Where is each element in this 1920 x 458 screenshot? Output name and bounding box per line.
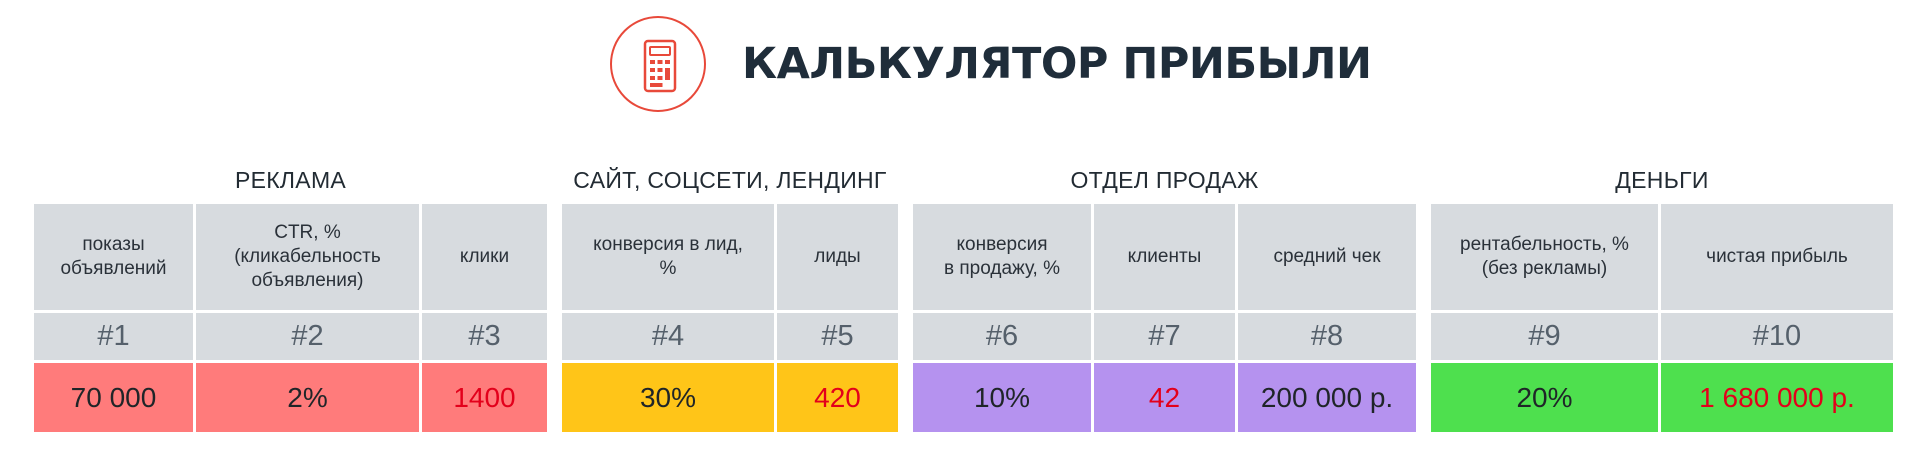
group-title: САЙТ, СОЦСЕТИ, ЛЕНДИНГ	[573, 167, 887, 193]
column-label: CTR, % (кликабельность объявления)	[196, 204, 419, 310]
column-label: конверсия в продажу, %	[913, 204, 1091, 310]
column-net-profit: чистая прибыль #10 1 680 000 р.	[1661, 204, 1893, 432]
column-number: #9	[1431, 313, 1658, 360]
column-number: #3	[422, 313, 547, 360]
page-title: КАЛЬКУЛЯТОР ПРИБЫЛИ	[742, 39, 1372, 89]
column-number: #10	[1661, 313, 1893, 360]
column-lead-conversion: конверсия в лид, % #4 30%	[562, 204, 774, 432]
column-sales-conversion: конверсия в продажу, % #6 10%	[913, 204, 1091, 432]
column-number: #4	[562, 313, 774, 360]
column-label: чистая прибыль	[1661, 204, 1893, 310]
column-label: средний чек	[1238, 204, 1416, 310]
value-cell[interactable]: 30%	[562, 363, 774, 432]
value-cell[interactable]: 200 000 р.	[1238, 363, 1416, 432]
column-number: #8	[1238, 313, 1416, 360]
value-cell[interactable]: 10%	[913, 363, 1091, 432]
column-label: конверсия в лид, %	[562, 204, 774, 310]
value-cell[interactable]: 1400	[422, 363, 547, 432]
column-label: рентабельность, % (без рекламы)	[1431, 204, 1658, 310]
value-cell[interactable]: 1 680 000 р.	[1661, 363, 1893, 432]
column-clicks: клики #3 1400	[422, 204, 547, 432]
group-title: РЕКЛАМА	[234, 167, 347, 193]
calculator-icon	[610, 16, 706, 112]
column-number: #1	[34, 313, 193, 360]
group-title: ОТДЕЛ ПРОДАЖ	[1070, 167, 1259, 193]
column-number: #7	[1094, 313, 1235, 360]
column-number: #2	[196, 313, 419, 360]
column-label: показы объявлений	[34, 204, 193, 310]
column-ctr: CTR, % (кликабельность объявления) #2 2%	[196, 204, 419, 432]
column-average-check: средний чек #8 200 000 р.	[1238, 204, 1416, 432]
group-title: ДЕНЬГИ	[1615, 167, 1709, 193]
column-label: лиды	[777, 204, 898, 310]
column-label: клиенты	[1094, 204, 1235, 310]
column-number: #5	[777, 313, 898, 360]
column-impressions: показы объявлений #1 70 000	[34, 204, 193, 432]
value-cell[interactable]: 70 000	[34, 363, 193, 432]
value-cell[interactable]: 42	[1094, 363, 1235, 432]
column-label: клики	[422, 204, 547, 310]
column-leads: лиды #5 420	[777, 204, 898, 432]
column-clients: клиенты #7 42	[1094, 204, 1235, 432]
value-cell[interactable]: 420	[777, 363, 898, 432]
column-profitability: рентабельность, % (без рекламы) #9 20%	[1431, 204, 1658, 432]
value-cell[interactable]: 2%	[196, 363, 419, 432]
header: КАЛЬКУЛЯТОР ПРИБЫЛИ	[0, 0, 1920, 130]
column-number: #6	[913, 313, 1091, 360]
value-cell[interactable]: 20%	[1431, 363, 1658, 432]
